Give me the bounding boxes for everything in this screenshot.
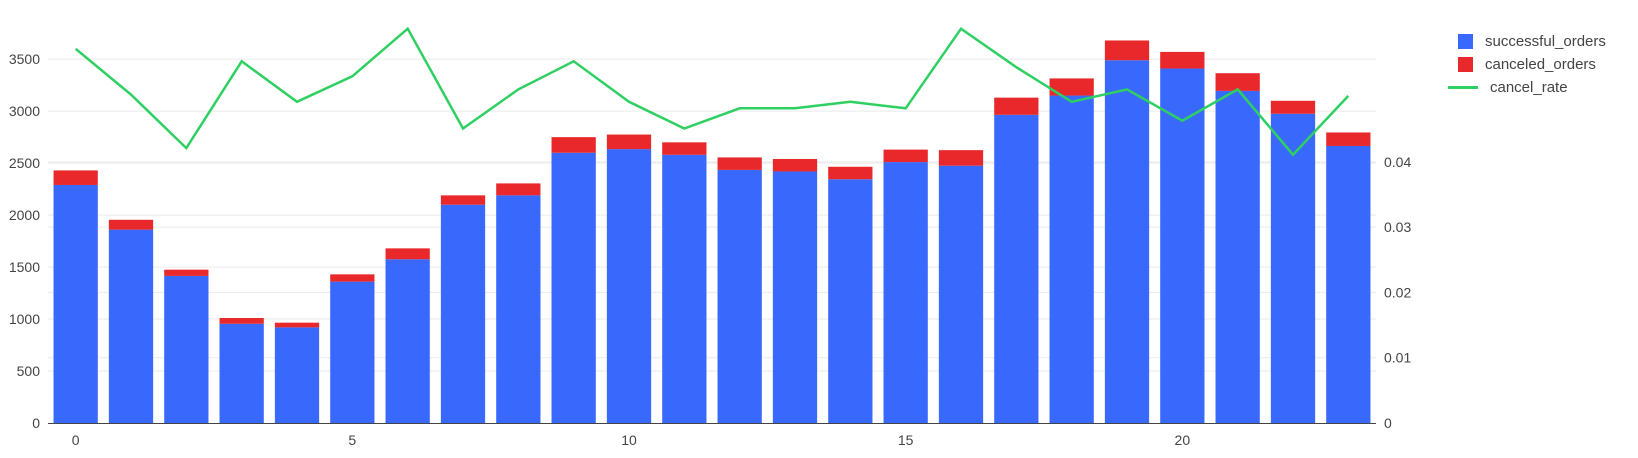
cancel-rate-line: [74, 26, 1350, 157]
bar-successful-orders: [274, 327, 320, 423]
y-tick-label: 3000: [9, 103, 40, 119]
x-tick-label: 15: [898, 432, 914, 448]
bar-canceled-orders: [883, 149, 928, 163]
y-tick-label: 0: [32, 415, 40, 431]
bar-canceled-orders: [385, 248, 430, 260]
bar-successful-orders: [164, 275, 209, 423]
bar-successful-orders: [662, 154, 707, 423]
bar-successful-orders: [551, 152, 596, 423]
bar-canceled-orders: [274, 322, 320, 328]
bar-canceled-orders: [1215, 73, 1260, 91]
bar-successful-orders: [1215, 90, 1260, 424]
y2-tick-label: 0.02: [1384, 284, 1411, 300]
y-tick-label: 1000: [9, 311, 40, 327]
legend-swatch-cancel-rate: [1448, 86, 1478, 89]
y2-tick-label: 0.03: [1384, 219, 1411, 235]
bar-canceled-orders: [606, 134, 652, 150]
bar-successful-orders: [108, 229, 154, 423]
bar-successful-orders: [828, 179, 873, 423]
bar-canceled-orders: [1270, 100, 1316, 114]
bar-canceled-orders: [938, 150, 984, 166]
bar-canceled-orders: [53, 170, 98, 185]
bar-successful-orders: [1160, 68, 1205, 423]
legend-item-cancel-rate[interactable]: cancel_rate: [1448, 76, 1606, 99]
y-tick-label: 2500: [9, 155, 40, 171]
bar-successful-orders: [938, 165, 984, 423]
bar-successful-orders: [496, 195, 541, 423]
bar-successful-orders: [330, 281, 375, 423]
legend-swatch-canceled: [1458, 57, 1473, 72]
x-tick-label: 10: [621, 432, 637, 448]
legend-label-cancel-rate: cancel_rate: [1490, 79, 1568, 96]
legend-label-successful: successful_orders: [1485, 33, 1606, 50]
bar-canceled-orders: [496, 183, 541, 196]
bar-successful-orders: [1104, 60, 1150, 423]
bar-canceled-orders: [108, 219, 154, 230]
bar-successful-orders: [1049, 95, 1094, 423]
y-tick-label: 1500: [9, 259, 40, 275]
bar-successful-orders: [53, 184, 98, 423]
bar-canceled-orders: [994, 97, 1039, 115]
y2-tick-label: 0: [1384, 415, 1392, 431]
bar-successful-orders: [717, 169, 762, 423]
x-tick-label: 5: [348, 432, 356, 448]
bar-successful-orders: [385, 259, 430, 423]
legend-label-canceled: canceled_orders: [1485, 56, 1596, 73]
legend-swatch-successful: [1458, 34, 1473, 49]
line-layer: [74, 26, 1350, 157]
bar-canceled-orders: [772, 158, 818, 172]
bar-canceled-orders: [1104, 40, 1150, 61]
bars-layer: [53, 40, 1371, 424]
bar-canceled-orders: [662, 142, 707, 155]
bar-successful-orders: [1270, 113, 1316, 423]
bar-canceled-orders: [440, 195, 486, 205]
x-tick-label: 0: [72, 432, 80, 448]
grid-layer: [48, 58, 1376, 372]
bar-successful-orders: [883, 162, 928, 423]
bar-successful-orders: [440, 204, 486, 423]
y-tick-label: 500: [17, 363, 41, 379]
y-tick-label: 2000: [9, 207, 40, 223]
legend-item-canceled[interactable]: canceled_orders: [1456, 53, 1606, 76]
bar-canceled-orders: [828, 166, 873, 180]
bar-canceled-orders: [219, 318, 264, 324]
bar-canceled-orders: [717, 157, 762, 170]
y-tick-label: 3500: [9, 51, 40, 67]
legend-item-successful[interactable]: successful_orders: [1456, 30, 1606, 53]
y2-tick-label: 0.01: [1384, 350, 1411, 366]
bar-canceled-orders: [1049, 78, 1094, 96]
x-tick-label: 20: [1175, 432, 1191, 448]
bar-canceled-orders: [551, 137, 596, 153]
bar-canceled-orders: [164, 269, 209, 276]
bar-successful-orders: [994, 114, 1039, 423]
bar-successful-orders: [1326, 145, 1371, 423]
bar-successful-orders: [772, 171, 818, 423]
bar-successful-orders: [606, 149, 652, 423]
y2-tick-label: 0.04: [1384, 154, 1411, 170]
legend: successful_orders canceled_orders cancel…: [1448, 30, 1606, 99]
bar-canceled-orders: [1326, 132, 1371, 146]
bar-canceled-orders: [1160, 51, 1205, 69]
y2-grid-layer: [48, 161, 1376, 359]
bar-successful-orders: [219, 323, 264, 423]
bar-canceled-orders: [330, 274, 375, 282]
ticks-layer: 0 500 1000 1500 2000 2500 3000 3500 0 0.01 0.02 0.0…: [9, 51, 1412, 448]
